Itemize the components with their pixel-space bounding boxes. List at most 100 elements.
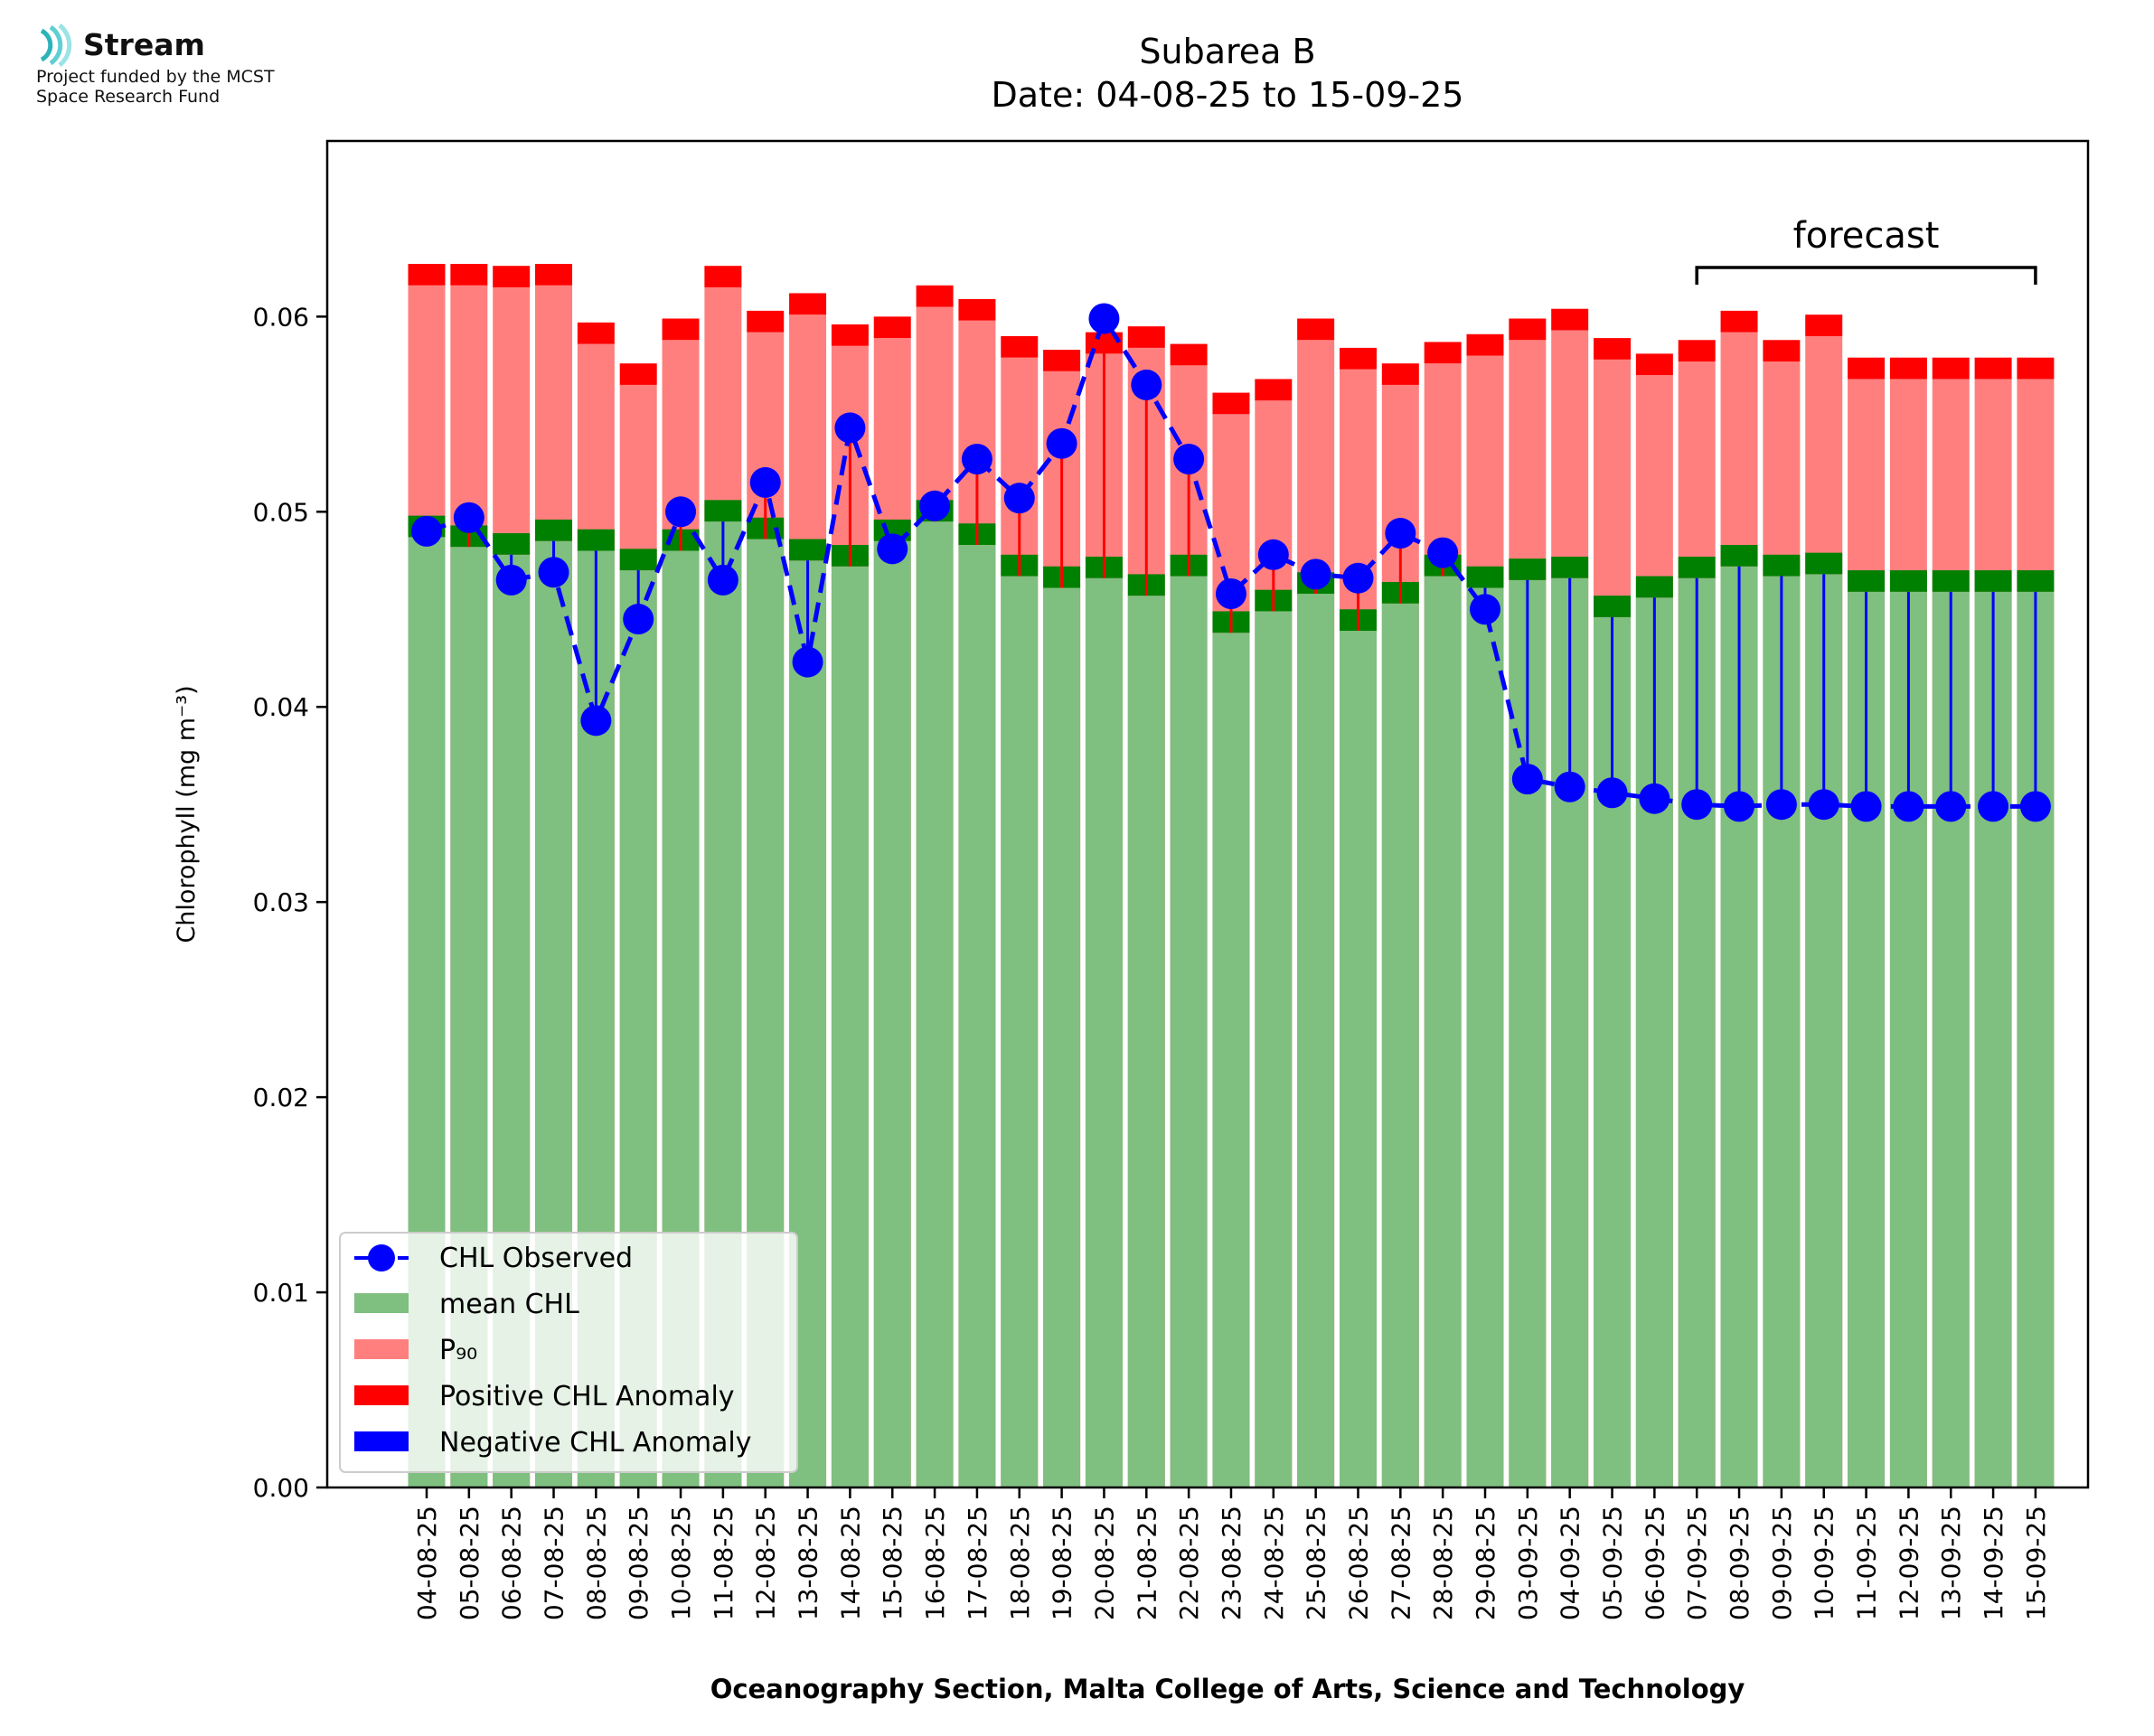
p90-cap — [873, 316, 911, 339]
mean-bar — [1381, 603, 1419, 1487]
x-tick-label: 15-08-25 — [878, 1506, 908, 1620]
x-tick-label: 28-08-25 — [1428, 1506, 1458, 1620]
observed-point — [919, 490, 951, 521]
mean-cap — [789, 539, 827, 561]
observed-point — [1978, 791, 2009, 822]
p90-cap — [1889, 357, 1927, 380]
observed-point — [1427, 537, 1459, 568]
y-tick-label: 0.06 — [253, 302, 309, 332]
mean-cap — [2017, 570, 2055, 592]
observed-point — [1088, 303, 1120, 334]
logo-subtitle-line-2: Space Research Fund — [36, 87, 221, 107]
mean-cap — [493, 533, 531, 555]
observed-point — [453, 502, 484, 533]
p90-cap — [1212, 392, 1250, 415]
x-tick-label: 25-08-25 — [1302, 1506, 1331, 1620]
observed-point — [1511, 764, 1543, 795]
y-axis: 0.00 0.01 0.02 0.03 0.04 0.05 0.06 — [253, 302, 327, 1503]
observed-point — [749, 466, 781, 498]
p90-cap — [493, 266, 531, 287]
p90-cap — [619, 363, 657, 385]
forecast-label: forecast — [1793, 215, 1940, 257]
mean-bar — [1085, 577, 1123, 1487]
p90-cap — [1635, 353, 1673, 376]
p90-cap — [704, 266, 742, 287]
y-tick-label: 0.00 — [253, 1473, 309, 1503]
legend-swatch-mean — [354, 1293, 409, 1313]
observed-point — [1724, 791, 1755, 822]
mean-cap — [1763, 554, 1801, 577]
observed-point — [1935, 791, 1967, 822]
observed-point — [580, 705, 612, 737]
p90-cap — [1932, 357, 1970, 380]
bar-layer — [408, 264, 2055, 1488]
mean-bar — [1212, 633, 1250, 1487]
observed-point — [1215, 577, 1246, 609]
legend-label-p90: P₉₀ — [439, 1335, 477, 1366]
y-tick-label: 0.05 — [253, 497, 309, 527]
x-tick-label: 03-09-25 — [1513, 1506, 1543, 1620]
legend-label-observed: CHL Observed — [439, 1243, 633, 1274]
x-tick-label: 09-09-25 — [1767, 1506, 1797, 1620]
mean-cap — [1932, 570, 1970, 592]
p90-cap — [1551, 308, 1589, 331]
mean-cap — [1720, 545, 1758, 567]
x-tick-label: 06-08-25 — [497, 1506, 527, 1620]
observed-point — [1046, 427, 1077, 459]
observed-point — [877, 533, 908, 565]
x-tick-label: 29-08-25 — [1471, 1506, 1500, 1620]
logo-subtitle: Project funded by the MCST Space Researc… — [36, 67, 275, 107]
mean-bar — [1339, 631, 1377, 1487]
legend-box — [339, 1232, 798, 1473]
x-tick-label: 24-08-25 — [1259, 1506, 1289, 1620]
observed-point — [834, 412, 866, 444]
mean-cap — [1848, 570, 1886, 592]
plot-frame — [325, 139, 2090, 1489]
p90-cap — [535, 264, 573, 286]
observed-point — [1639, 783, 1670, 814]
p90-cap — [916, 285, 954, 307]
mean-bar — [1297, 593, 1335, 1487]
mean-cap — [1594, 596, 1632, 617]
x-axis: 04-08-25 05-08-25 06-08-25 07-08-25 08-08-25… — [412, 1487, 2051, 1620]
mean-bar — [958, 545, 996, 1487]
x-tick-label: 23-08-25 — [1217, 1506, 1246, 1620]
p90-cap — [1297, 318, 1335, 341]
x-tick-label: 14-08-25 — [835, 1506, 865, 1620]
mean-cap — [1551, 556, 1589, 578]
x-tick-label: 08-09-25 — [1725, 1506, 1754, 1620]
y-tick-label: 0.02 — [253, 1083, 309, 1112]
p90-cap — [1509, 318, 1547, 341]
mean-cap — [1466, 566, 1504, 588]
p90-cap — [1127, 326, 1165, 348]
x-tick-label: 10-08-25 — [666, 1506, 696, 1620]
observed-point — [665, 496, 697, 528]
x-tick-label: 13-08-25 — [794, 1506, 823, 1620]
legend-swatch-p90 — [354, 1339, 409, 1359]
p90-cap — [747, 310, 785, 333]
y-tick-label: 0.04 — [253, 692, 309, 722]
x-tick-label: 12-09-25 — [1894, 1506, 1924, 1620]
observed-point — [538, 557, 569, 588]
x-tick-label: 07-08-25 — [540, 1506, 569, 1620]
p90-cap — [1763, 340, 1801, 362]
observed-point — [1257, 539, 1289, 570]
p90-cap — [1255, 379, 1293, 401]
x-tick-label: 05-08-25 — [455, 1506, 484, 1620]
p90-cap — [831, 324, 869, 346]
p90-cap — [1424, 342, 1462, 364]
p90-cap — [577, 322, 615, 344]
mean-bar — [1001, 576, 1039, 1487]
legend-swatch-negative — [354, 1431, 409, 1451]
observed-point — [623, 604, 654, 635]
mean-cap — [1805, 552, 1843, 575]
x-tick-label: 14-09-25 — [1979, 1506, 2008, 1620]
mean-bar — [916, 521, 954, 1488]
observed-point — [1342, 562, 1374, 594]
mean-bar — [1255, 611, 1293, 1487]
x-tick-label: 22-08-25 — [1174, 1506, 1204, 1620]
observed-point — [2019, 791, 2051, 822]
mean-cap — [1509, 558, 1547, 580]
p90-cap — [1339, 347, 1377, 370]
